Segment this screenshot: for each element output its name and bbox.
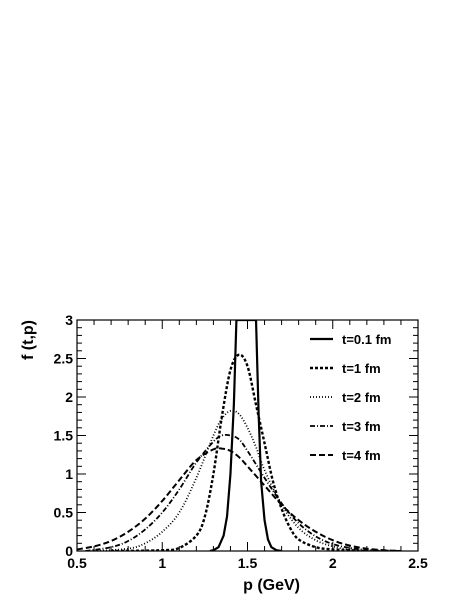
- legend-label-1: t=0.1 fm: [342, 332, 392, 347]
- x-tick-label: 1: [158, 555, 166, 571]
- y-axis-title: f (t,p): [20, 320, 37, 360]
- series-line-5: [77, 447, 401, 551]
- legend-label-4: t=3 fm: [342, 419, 381, 434]
- y-tick-label: 0: [65, 543, 73, 559]
- x-tick-label: 1.5: [238, 555, 258, 571]
- series-line-1: [209, 320, 282, 551]
- x-tick-label: 2.5: [408, 555, 428, 571]
- x-axis-title: p (GeV): [243, 577, 300, 594]
- x-tick-label: 0.5: [67, 555, 87, 571]
- legend-label-2: t=1 fm: [342, 361, 381, 376]
- y-tick-label: 2.5: [54, 351, 74, 367]
- series-line-2: [111, 353, 367, 551]
- legend-label-5: t=4 fm: [342, 448, 381, 463]
- y-tick-label: 2: [65, 389, 73, 405]
- series-line-3: [93, 409, 384, 551]
- legend-label-3: t=2 fm: [342, 390, 381, 405]
- x-tick-label: 2: [329, 555, 337, 571]
- legend: t=0.1 fm t=1 fm t=2 fm t=3 fm t=4 fm: [310, 332, 392, 463]
- tick-labels-group: 0.5 1 1.5 2 2.500.511.522.53: [54, 312, 428, 571]
- y-tick-label: 1.5: [54, 428, 74, 444]
- curves-group: [77, 320, 401, 551]
- y-tick-label: 1: [65, 466, 73, 482]
- ticks-group: [76, 319, 419, 552]
- y-tick-label: 0.5: [54, 505, 74, 521]
- y-tick-label: 3: [65, 312, 73, 328]
